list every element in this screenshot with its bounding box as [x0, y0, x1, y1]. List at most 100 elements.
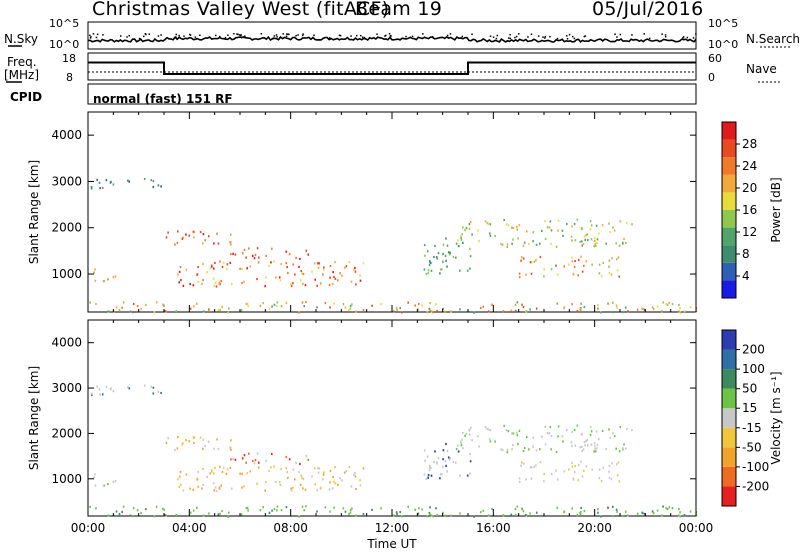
power-cell [155, 301, 158, 304]
power-cell [230, 253, 232, 256]
velocity-cell [590, 443, 593, 446]
power-cell [188, 234, 190, 237]
velocity-cell [221, 470, 224, 473]
velocity-cell [571, 507, 573, 510]
power-cell [433, 255, 435, 259]
nsky-point [661, 33, 663, 35]
nsky-point [422, 33, 424, 35]
velocity-cell [225, 472, 228, 476]
velocity-cell [471, 439, 473, 442]
power-cell [616, 269, 619, 272]
velocity-cell [331, 487, 334, 490]
colorbar-tick-label: 20 [742, 181, 757, 195]
power-cell [550, 268, 553, 271]
velocity-cell [661, 514, 663, 517]
velocity-cell [300, 474, 302, 477]
velocity-cell [555, 469, 557, 472]
velocity-cell [550, 448, 552, 451]
velocity-cell [286, 470, 288, 474]
freq-panel-frame [87, 52, 697, 81]
power-cell [595, 224, 598, 227]
velocity-cell [514, 513, 517, 516]
power-cell [414, 304, 416, 307]
velocity-cell [460, 444, 463, 447]
velocity-cell [101, 393, 104, 396]
velocity-cell [516, 434, 519, 437]
power-cell [270, 261, 272, 264]
velocity-cell [332, 475, 334, 479]
velocity-cell [112, 480, 115, 483]
velocity-cell [392, 514, 395, 517]
power-cell [487, 310, 490, 313]
velocity-cell [307, 458, 310, 461]
velocity-cell [329, 481, 331, 484]
power-cell [102, 280, 105, 283]
nsky-point [96, 33, 99, 36]
velocity-cell [214, 486, 217, 489]
velocity-cell [596, 447, 598, 450]
velocity-cell [580, 506, 582, 510]
power-cell [178, 270, 181, 273]
velocity-cell [581, 475, 584, 478]
velocity-cell [526, 436, 528, 439]
power-cell [305, 249, 308, 252]
velocity-cell [354, 475, 357, 478]
velocity-cell [546, 432, 549, 435]
power-cell [631, 223, 633, 226]
power-cell [314, 278, 316, 281]
velocity-cell [319, 486, 322, 489]
velocity-cell [455, 448, 458, 451]
power-cell [539, 242, 541, 245]
power-cell [90, 187, 93, 190]
power-cell [424, 254, 426, 257]
power-cell [227, 311, 229, 314]
power-cell [469, 247, 471, 250]
power-cell [112, 183, 115, 186]
velocity-cell [448, 458, 451, 461]
power-cell [661, 310, 663, 313]
power-cell [209, 267, 212, 270]
velocity-cell [525, 478, 527, 481]
nsky-point [682, 37, 684, 39]
velocity-cell [355, 487, 357, 491]
power-cell [585, 260, 588, 263]
power-cell [162, 303, 164, 306]
power-cell [165, 236, 168, 239]
velocity-cell [434, 450, 436, 453]
power-cell [500, 242, 502, 246]
nsky-point [240, 36, 243, 39]
velocity-cell [583, 441, 586, 444]
power-cell [468, 222, 471, 226]
power-cell [581, 240, 583, 243]
power-cell [354, 270, 357, 273]
velocity-cell [506, 451, 509, 454]
velocity-cell [288, 458, 291, 461]
velocity-cell [529, 512, 531, 515]
velocity-cell [339, 477, 341, 480]
power-cell [470, 220, 472, 224]
power-cell [442, 260, 444, 263]
velocity-cell [579, 512, 582, 515]
colorbar-tick-label: 16 [742, 203, 757, 217]
velocity-cell [679, 515, 682, 518]
power-cell [446, 244, 449, 247]
velocity-cell [652, 512, 655, 515]
velocity-cell [305, 505, 307, 508]
velocity-cell [292, 486, 294, 489]
power-cell [241, 252, 244, 255]
velocity-cell [189, 511, 192, 514]
power-cell [89, 301, 91, 304]
power-cell [518, 272, 521, 275]
velocity-cell [107, 483, 109, 486]
power-cell [342, 303, 345, 306]
y-tick-label: 2000 [51, 426, 82, 440]
power-cell [426, 250, 429, 253]
power-cell [535, 243, 538, 246]
power-cell [90, 186, 93, 189]
velocity-cell [245, 507, 248, 510]
nsky-point [544, 37, 546, 39]
velocity-cell [581, 445, 583, 448]
nsky-point [643, 33, 645, 35]
velocity-cell [414, 508, 416, 511]
power-cell [182, 284, 185, 287]
